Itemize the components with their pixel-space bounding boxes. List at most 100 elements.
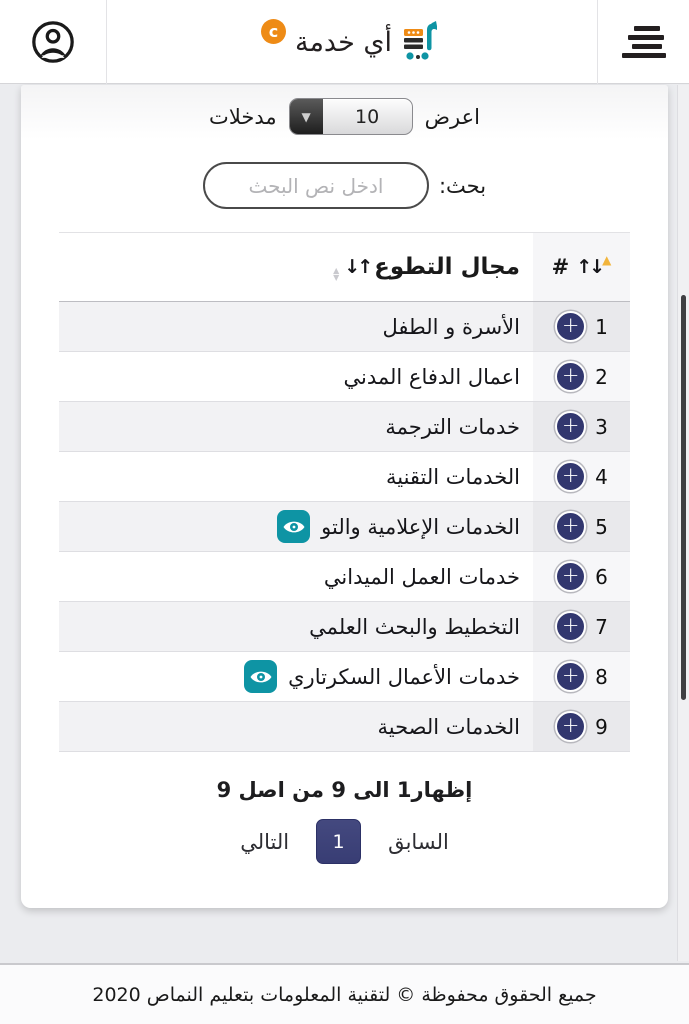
expand-row-button[interactable]: + [555,461,587,492]
scrollbar-thumb[interactable] [681,295,686,700]
volunteer-field-cell: خدمات العمل الميداني [59,552,533,602]
profile-button[interactable] [30,19,76,65]
view-button[interactable] [244,660,278,693]
table-info: إظهار1 الى 9 من اصل 9 [216,778,473,802]
plus-icon: + [561,463,580,487]
row-number-cell: 6 + [533,551,630,602]
table-header-row: # ↑↓ ▲ مجال التطوع ↑↓ ▲ ▼ [59,232,630,302]
entries-select-value: 10 [355,105,380,128]
plus-icon: + [561,713,580,737]
expand-row-button[interactable]: + [555,411,587,442]
table-body: 1 + الأسرة و الطفل 2 + اعمال الدفاع [59,301,630,752]
previous-page-button[interactable]: السابق [388,829,449,854]
volunteer-field-label: التخطيط والبحث العلمي [309,614,520,639]
volunteer-field-cell: اعمال الدفاع المدني [59,352,533,402]
row-number: 1 [595,314,608,339]
table-row: 4 + الخدمات التقنية [59,451,630,502]
volunteer-field-label: خدمات الأعمال السكرتاري [288,664,520,689]
row-number-cell: 1 + [533,301,630,352]
row-number: 8 [595,664,608,689]
plus-icon: + [561,613,580,637]
table-row: 3 + خدمات الترجمة [59,401,630,452]
brand-logo[interactable]: أي خدمة c [260,17,443,67]
next-page-button[interactable]: التالي [240,829,290,854]
row-number-cell: 3 + [533,401,630,452]
row-number: 2 [595,364,608,389]
eye-icon [249,665,273,689]
row-number: 7 [595,614,608,639]
length-suffix-label: مدخلات [209,104,277,129]
volunteer-fields-table: # ↑↓ ▲ مجال التطوع ↑↓ ▲ ▼ 1 [59,232,630,752]
row-number-cell: 9 + [533,701,630,752]
row-number: 4 [595,464,608,489]
volunteer-field-cell: الخدمات الإعلامية والتو [59,502,533,552]
search-input[interactable] [202,162,429,209]
scrollbar-track[interactable] [677,85,689,961]
volunteer-field-cell: الخدمات التقنية [59,452,533,502]
volunteer-field-label: خدمات الترجمة [385,414,520,439]
length-prefix-label: اعرض [424,104,480,129]
search-label: بحث: [438,173,487,198]
eye-icon [282,515,306,539]
entries-select[interactable]: ▼ 10 [288,98,413,135]
sort-arrows-icon: ↑↓ [344,256,373,278]
volunteer-field-cell: الأسرة و الطفل [59,302,533,352]
volunteer-field-label: الخدمات الصحية [377,714,521,739]
plus-icon: + [561,313,580,337]
chevron-down-icon: ▼ [289,99,323,134]
copyright-text: جميع الحقوق محفوظة © لتقنية المعلومات بت… [92,983,597,1006]
table-row: 2 + اعمال الدفاع المدني [59,351,630,402]
table-length-control: اعرض ▼ 10 مدخلات [21,98,668,135]
expand-row-button[interactable]: + [555,311,587,342]
column-number-label: # [551,255,570,279]
volunteer-field-label: خدمات العمل الميداني [323,564,520,589]
row-number: 9 [595,714,608,739]
row-number-cell: 2 + [533,351,630,402]
menu-icon[interactable] [621,26,666,58]
plus-icon: + [561,563,580,587]
current-page-button[interactable]: 1 [316,819,362,864]
sort-unsorted-icon: ▲ ▼ [333,266,340,282]
row-number: 6 [595,564,608,589]
app-header: أي خدمة c [0,0,689,84]
brand-title: أي خدمة [294,26,393,58]
copyright-badge-icon: c [260,19,286,44]
table-row: 9 + الخدمات الصحية [59,701,630,752]
plus-icon: + [561,363,580,387]
plus-icon: + [561,413,580,437]
plus-icon: + [561,513,580,537]
row-number: 3 [595,414,608,439]
column-field-label: مجال التطوع [374,254,520,280]
content-card: اعرض ▼ 10 مدخلات بحث: # ↑↓ ▲ [21,85,668,908]
volunteer-field-cell: خدمات الترجمة [59,402,533,452]
view-button[interactable] [277,510,311,543]
plus-icon: + [561,663,580,687]
header-menu-section [597,0,689,84]
column-header-number[interactable]: # ↑↓ ▲ [533,232,630,302]
row-number-cell: 7 + [533,601,630,652]
row-number-cell: 4 + [533,451,630,502]
table-row: 6 + خدمات العمل الميداني [59,551,630,602]
volunteer-field-cell: الخدمات الصحية [59,702,533,752]
user-circle-icon [30,21,76,68]
expand-row-button[interactable]: + [555,361,587,392]
column-header-field[interactable]: مجال التطوع ↑↓ ▲ ▼ [59,233,533,302]
expand-row-button[interactable]: + [555,661,587,692]
expand-row-button[interactable]: + [555,711,587,742]
volunteer-field-label: الأسرة و الطفل [382,314,520,339]
service-cart-icon [401,17,443,67]
expand-row-button[interactable]: + [555,611,587,642]
sort-arrows-icon: ↑↓ [576,256,605,278]
volunteer-field-cell: خدمات الأعمال السكرتاري [59,652,533,702]
header-profile-section [0,0,107,84]
expand-row-button[interactable]: + [555,511,587,542]
row-number-cell: 5 + [533,501,630,552]
row-number: 5 [595,514,608,539]
table-row: 8 + خدمات الأعمال السكرتاري [59,651,630,702]
volunteer-field-label: اعمال الدفاع المدني [343,364,520,389]
expand-row-button[interactable]: + [555,561,587,592]
sort-ascending-icon: ▲ [602,253,612,267]
table-row: 7 + التخطيط والبحث العلمي [59,601,630,652]
volunteer-field-cell: التخطيط والبحث العلمي [59,602,533,652]
volunteer-field-label: الخدمات التقنية [385,464,520,489]
